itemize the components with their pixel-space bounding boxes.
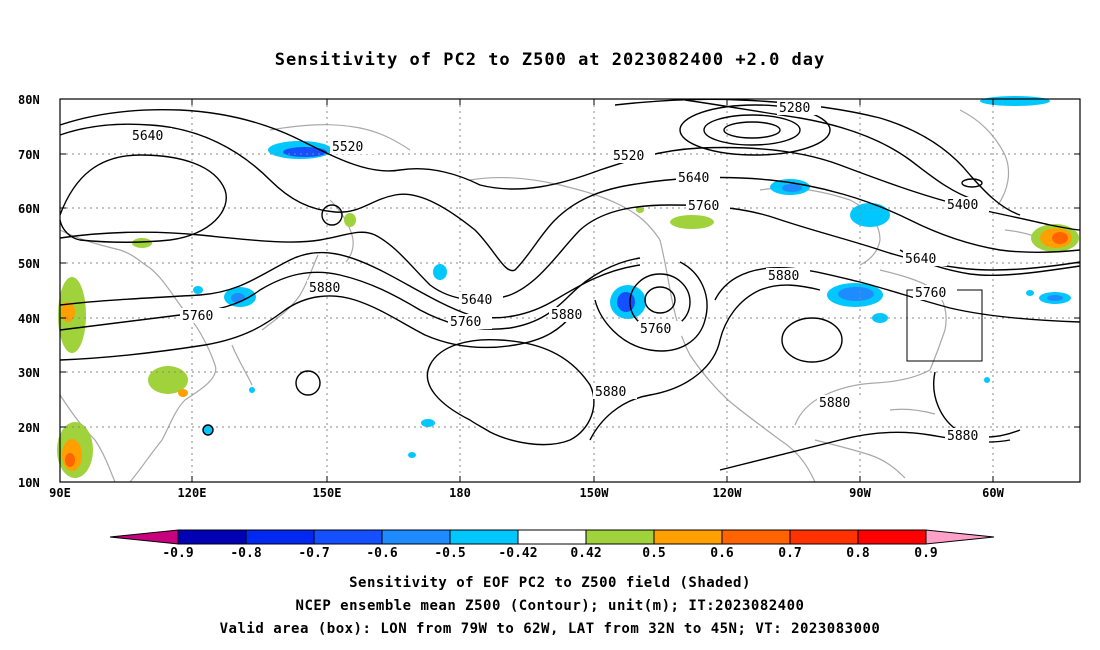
colorbar-swatch — [313, 529, 383, 545]
colorbar-label: 0.5 — [642, 546, 665, 561]
contour-label: 5760 — [450, 315, 481, 330]
contour-label: 5760 — [688, 199, 719, 214]
lon-label: 180 — [449, 486, 471, 500]
lat-label: 20N — [18, 421, 40, 435]
lon-label: 120W — [713, 486, 743, 500]
colorbar-label: 0.8 — [846, 546, 870, 561]
colorbar-swatch — [381, 529, 451, 545]
contour-label: 5400 — [947, 198, 978, 213]
colorbar-label: 0.7 — [778, 546, 801, 561]
contour-label: 5760 — [915, 286, 946, 301]
colorbar-swatch — [857, 529, 927, 545]
latitude-labels: 80N 70N 60N 50N 40N 30N 20N 10N — [18, 93, 40, 490]
contour-label: 5880 — [768, 269, 799, 284]
contour-label: 5880 — [819, 396, 850, 411]
contour-label: 5880 — [947, 429, 978, 444]
lat-label: 10N — [18, 476, 40, 490]
lat-label: 80N — [18, 93, 40, 107]
colorbar-left-arrow — [109, 529, 179, 545]
contour-label: 5880 — [309, 281, 340, 296]
contour-label: 5640 — [461, 293, 492, 308]
lon-label: 120E — [178, 486, 207, 500]
colorbar-label: 0.6 — [710, 546, 734, 561]
contour-label: 5760 — [640, 322, 671, 337]
colorbar-swatch — [177, 529, 247, 545]
map-title: Sensitivity of PC2 to Z500 at 2023082400… — [274, 50, 826, 70]
caption-contour: NCEP ensemble mean Z500 (Contour); unit(… — [295, 598, 805, 614]
contour-label: 5640 — [678, 171, 709, 186]
colorbar-label: -0.6 — [366, 546, 397, 561]
colorbar-swatch — [517, 529, 587, 545]
map-frame — [59, 98, 1081, 483]
lon-label: 90E — [49, 486, 71, 500]
colorbar-label: -0.8 — [230, 546, 261, 561]
colorbar-swatch — [789, 529, 859, 545]
colorbar-swatch — [653, 529, 723, 545]
lon-label: 90W — [849, 486, 871, 500]
colorbar-swatch — [449, 529, 519, 545]
contour-label: 5760 — [182, 309, 213, 324]
lon-label: 60W — [982, 486, 1004, 500]
caption-valid-area: Valid area (box): LON from 79W to 62W, L… — [219, 621, 881, 637]
longitude-labels: 90E 120E 150E 180 150W 120W 90W 60W — [49, 486, 1004, 500]
caption-shaded: Sensitivity of EOF PC2 to Z500 field (Sh… — [349, 575, 751, 591]
lat-label: 50N — [18, 257, 40, 271]
contour-label: 5880 — [551, 308, 582, 323]
colorbar-swatch — [585, 529, 655, 545]
contour-label: 5640 — [132, 129, 163, 144]
contour-label: 5280 — [779, 101, 810, 116]
colorbar: -0.9 -0.8 -0.7 -0.6 -0.5 -0.42 0.42 0.5 0.6 0.7 0.… — [109, 529, 995, 561]
shaded-sensitivity — [57, 96, 1079, 478]
lon-label: 150E — [313, 486, 342, 500]
colorbar-label: -0.42 — [498, 546, 537, 561]
colorbar-label: -0.9 — [162, 546, 193, 561]
colorbar-label: 0.42 — [570, 546, 601, 561]
contour-label: 5520 — [613, 149, 644, 164]
colorbar-label: 0.9 — [914, 546, 937, 561]
colorbar-swatch — [245, 529, 315, 545]
lat-label: 40N — [18, 312, 40, 326]
lat-label: 70N — [18, 148, 40, 162]
contour-label: 5640 — [905, 252, 936, 267]
axis-ticks — [60, 98, 1080, 482]
lat-label: 30N — [18, 366, 40, 380]
colorbar-swatch — [721, 529, 791, 545]
colorbar-label: -0.7 — [298, 546, 329, 561]
lon-label: 150W — [580, 486, 610, 500]
colorbar-right-arrow — [925, 529, 995, 545]
contour-label: 5880 — [595, 385, 626, 400]
contour-labels: 5640 5520 5280 5520 5400 5640 5760 5640 … — [130, 100, 989, 444]
colorbar-label: -0.5 — [434, 546, 465, 561]
lat-label: 60N — [18, 202, 40, 216]
contour-label: 5520 — [332, 140, 363, 155]
